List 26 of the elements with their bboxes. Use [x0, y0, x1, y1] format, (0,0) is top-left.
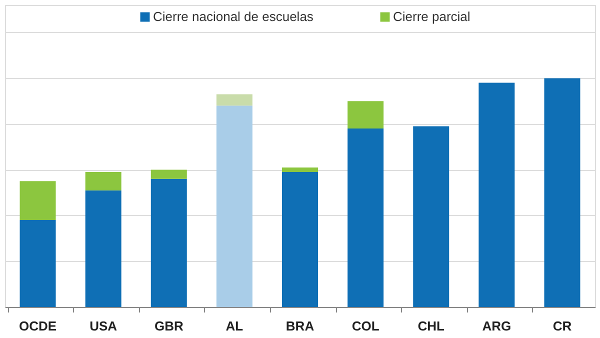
bar — [150, 170, 187, 179]
x-tick-label: CHL — [418, 318, 445, 334]
bar — [282, 172, 318, 307]
bar — [85, 190, 122, 307]
bar — [216, 106, 252, 307]
bar — [478, 82, 515, 307]
x-tick-label: AL — [226, 318, 244, 334]
legend-label: Cierre nacional de escuelas — [153, 9, 314, 24]
bar — [20, 220, 56, 307]
x-tick-label: COL — [352, 318, 380, 334]
x-tick-label: ARG — [482, 318, 512, 334]
bar — [348, 101, 384, 129]
bar — [413, 126, 450, 307]
bar — [544, 78, 580, 307]
x-tick-label: GBR — [154, 318, 184, 334]
legend-label: Cierre parcial — [393, 9, 470, 24]
bar — [20, 181, 56, 220]
bar — [85, 172, 122, 190]
x-tick-label: USA — [90, 318, 118, 334]
x-tick-label: OCDE — [18, 318, 57, 334]
bar — [282, 167, 318, 172]
x-tick-label: CR — [552, 318, 572, 334]
bar — [348, 128, 384, 307]
bar — [150, 178, 187, 307]
x-tick-label: BRA — [286, 318, 315, 334]
bar — [216, 94, 252, 106]
